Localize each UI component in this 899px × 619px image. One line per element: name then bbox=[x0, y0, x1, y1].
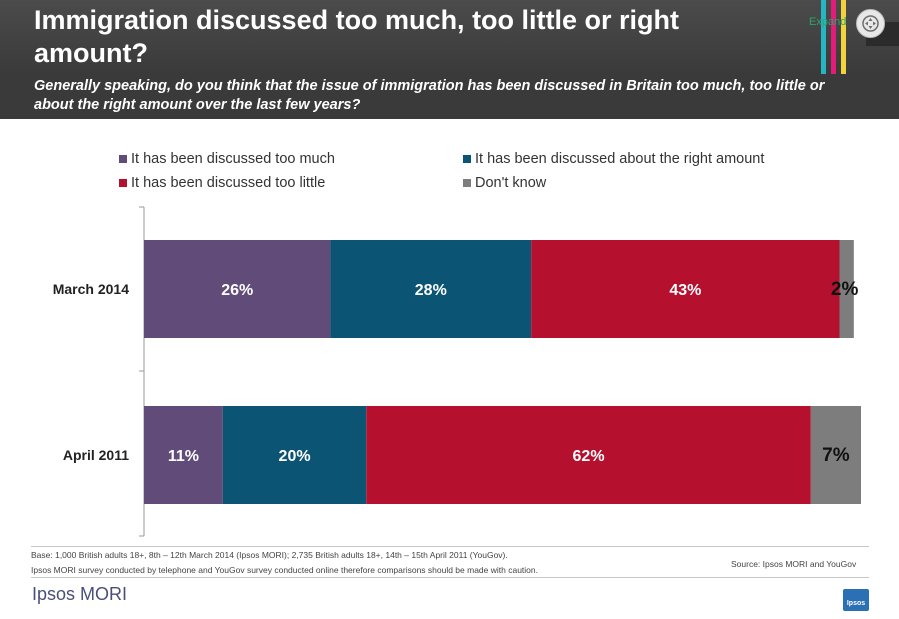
category-label: April 2011 bbox=[63, 447, 129, 463]
data-label: 43% bbox=[669, 282, 701, 299]
bar-segment bbox=[839, 240, 854, 338]
footer-divider-bottom bbox=[31, 577, 869, 578]
data-label: 26% bbox=[221, 282, 253, 299]
legend-label: It has been discussed too little bbox=[131, 175, 326, 191]
legend-swatch bbox=[463, 155, 471, 163]
ipsos-logo: Ipsos bbox=[843, 589, 869, 611]
stripe-cyan bbox=[821, 0, 826, 74]
category-label: March 2014 bbox=[53, 281, 129, 297]
legend-item-too-much: It has been discussed too much bbox=[119, 151, 335, 167]
bar-segment bbox=[222, 406, 367, 504]
data-label: 28% bbox=[415, 282, 447, 299]
stripe-yellow bbox=[841, 0, 846, 74]
bar-segment bbox=[144, 240, 331, 338]
data-label: 11% bbox=[168, 448, 199, 465]
legend-swatch bbox=[463, 179, 471, 187]
bar-segment bbox=[144, 406, 223, 504]
footer-divider bbox=[31, 546, 869, 547]
brand-name: Ipsos MORI bbox=[32, 584, 128, 604]
base-note: Base: 1,000 British adults 18+, 8th – 12… bbox=[31, 550, 508, 560]
legend-label: It has been discussed about the right am… bbox=[475, 151, 765, 167]
stripe-magenta bbox=[831, 0, 836, 74]
expand-button[interactable] bbox=[856, 9, 885, 38]
legend-item-too-little: It has been discussed too little bbox=[119, 175, 325, 191]
bar-segment bbox=[330, 240, 532, 338]
method-note: Ipsos MORI survey conducted by telephone… bbox=[31, 565, 538, 575]
legend-item-dont-know: Don't know bbox=[463, 175, 546, 191]
legend-item-right-amount: It has been discussed about the right am… bbox=[463, 151, 764, 167]
question-text: Generally speaking, do you think that th… bbox=[34, 78, 825, 113]
legend-label: Don't know bbox=[475, 175, 547, 191]
bar-segment bbox=[366, 406, 811, 504]
data-label: 20% bbox=[279, 448, 311, 465]
header-bar: Immigration discussed too much, too litt… bbox=[0, 0, 899, 75]
expand-link[interactable]: Expand bbox=[809, 16, 847, 28]
data-label: 2% bbox=[831, 279, 859, 300]
question-bar: Generally speaking, do you think that th… bbox=[0, 75, 899, 119]
data-label: 62% bbox=[573, 448, 605, 465]
stacked-bar-chart: March 2014 26% 28% 43% 2% April 2011 11% 20% 62%… bbox=[53, 206, 861, 537]
page-title: Immigration discussed too much, too litt… bbox=[34, 5, 680, 68]
bar-segment bbox=[810, 406, 861, 504]
legend-swatch bbox=[119, 155, 127, 163]
expand-icon bbox=[862, 15, 879, 32]
legend-swatch bbox=[119, 179, 127, 187]
bar-segment bbox=[531, 240, 840, 338]
legend-label: It has been discussed too much bbox=[131, 151, 335, 167]
source-note: Source: Ipsos MORI and YouGov bbox=[731, 559, 857, 569]
data-label: 7% bbox=[822, 445, 850, 466]
